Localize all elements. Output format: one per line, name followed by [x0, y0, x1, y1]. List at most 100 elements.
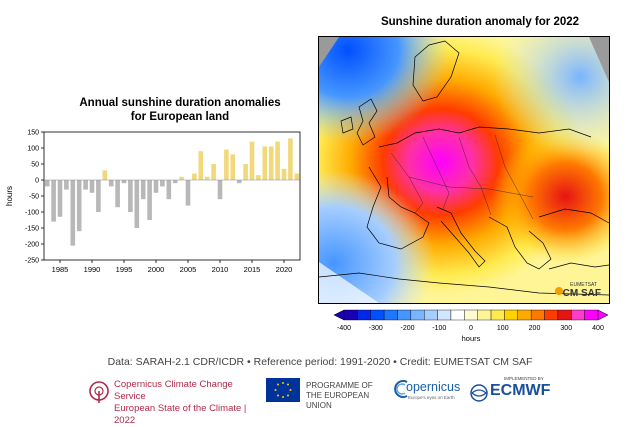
y-axis-label: hours	[5, 186, 14, 206]
copernicus-logo: opernicus Europe's eyes on Earth	[392, 376, 462, 406]
colorbar-swatch-12	[504, 309, 518, 321]
bar-1990	[89, 180, 95, 193]
data-credit: Data: SARAH-2.1 CDR/ICDR • Reference per…	[107, 356, 533, 368]
x-tick-label: 1985	[52, 265, 69, 274]
y-tick-label: 50	[31, 162, 39, 169]
bar-2013	[236, 180, 242, 184]
bar-2006	[192, 173, 197, 180]
copernicus-c-icon	[394, 380, 408, 398]
bar-1996	[128, 180, 133, 212]
eu-text: PROGRAMME OF THE EUROPEAN UNION	[306, 381, 396, 411]
copernicus-text: opernicus	[406, 380, 461, 394]
bar-1989	[83, 180, 88, 190]
coastlines	[319, 40, 609, 296]
colorbar-swatch-0	[343, 309, 358, 321]
colorbar-tick-label: -300	[369, 325, 383, 332]
ecmwf-text: ECMWF	[490, 382, 551, 399]
c3s-text: Copernicus Climate Change Service Europe…	[114, 379, 264, 427]
x-tick-label: 1990	[84, 265, 101, 274]
colorbar-tick-label: -100	[432, 325, 446, 332]
bar-2000	[153, 180, 159, 193]
colorbar-tick-label: 200	[529, 325, 541, 332]
bar-2011	[224, 149, 229, 180]
bar-title-line2: for European land	[130, 111, 230, 123]
bar-1995	[121, 180, 127, 184]
c3s-line1: Copernicus Climate Change Service	[114, 379, 233, 402]
map-title: Sunshine duration anomaly for 2022	[380, 16, 580, 28]
colorbar-swatch-7	[437, 309, 452, 321]
colorbar-tick-label: 100	[497, 325, 509, 332]
bar-2010	[217, 180, 223, 200]
map-nodata-nw	[319, 37, 339, 67]
colorbar: -400 -300 -200 -100 0 100 200 300 400 hours	[333, 309, 609, 343]
colorbar-swatch-13	[517, 309, 532, 321]
colorbar-tick-label: -200	[400, 325, 414, 332]
y-tick-label: -200	[25, 242, 39, 249]
x-tick-label: 2015	[244, 265, 261, 274]
bar-1993	[108, 180, 114, 187]
bar-2018	[268, 146, 274, 180]
coast-iberia	[366, 166, 430, 250]
c3s-emblem-icon	[89, 381, 109, 403]
c3s-logo: Copernicus Climate Change Service Europe…	[88, 376, 258, 426]
coast-italy	[436, 206, 486, 268]
coast-north-africa	[319, 272, 609, 296]
colorbar-swatch-9	[464, 309, 478, 321]
coast-ireland	[340, 116, 354, 134]
colorbar-tick-label: -400	[337, 325, 351, 332]
bar-2014	[243, 164, 248, 180]
coast-balkans	[488, 216, 552, 270]
y-tick-label: 100	[27, 146, 39, 153]
colorbar-swatch-6	[424, 309, 438, 321]
bar-2016	[256, 175, 261, 180]
colorbar-swatch-15	[544, 309, 559, 321]
c3s-line2: European State of the Climate | 2022	[114, 403, 247, 426]
border-france	[390, 152, 424, 214]
eu-flag-icon	[266, 378, 300, 402]
border-central	[408, 176, 534, 198]
colorbar-swatch-14	[530, 309, 545, 321]
bar-1984	[51, 180, 56, 222]
bar-2019	[275, 141, 280, 180]
bar-2005	[185, 180, 191, 206]
colorbar-swatch-18	[584, 309, 599, 321]
map-africa	[319, 262, 379, 303]
y-tick-label: -150	[25, 226, 39, 233]
bar-2009	[211, 164, 216, 180]
copernicus-subtext: Europe's eyes on Earth	[408, 395, 455, 400]
y-tick-label: 150	[27, 130, 39, 137]
bar-1998	[140, 180, 146, 200]
colorbar-swatch-8	[450, 309, 465, 321]
bar-plot-frame	[43, 131, 301, 261]
colorbar-swatch-5	[410, 309, 425, 321]
x-tick-label: 2000	[148, 265, 165, 274]
ecmwf-globe-icon	[470, 384, 488, 402]
colorbar-swatch-4	[397, 309, 412, 321]
x-tick-label: 1995	[116, 265, 133, 274]
colorbar-tick-label: 300	[560, 325, 572, 332]
bar-2007	[198, 151, 204, 180]
cmsaf-sun-icon	[555, 287, 563, 295]
x-tick-label: 2020	[276, 265, 293, 274]
y-tick-label: -100	[25, 210, 39, 217]
bar-2020	[281, 168, 287, 180]
coast-scandinavia	[412, 40, 460, 102]
bar-title-line1: Annual sunshine duration anomalies	[79, 97, 281, 109]
bar-2021	[288, 138, 293, 180]
bar-1999	[147, 180, 152, 220]
border-ukraine	[494, 134, 534, 220]
bar-2004	[179, 176, 184, 180]
coast-turkey	[548, 262, 609, 270]
anomaly-map: EUMETSAT CM SAF	[318, 36, 610, 304]
border-poland	[458, 136, 492, 216]
colorbar-tick-label: 400	[592, 325, 604, 332]
colorbar-swatch-10	[477, 309, 492, 321]
bar-chart-title: Annual sunshine duration anomalies for E…	[70, 96, 290, 124]
coast-britain	[356, 98, 378, 146]
x-tick-label: 2005	[180, 265, 197, 274]
colorbar-low-arrow	[333, 309, 345, 321]
border-germany	[422, 136, 450, 210]
colorbar-high-arrow	[597, 309, 609, 321]
bar-1986	[64, 180, 69, 190]
bar-1997	[134, 180, 140, 228]
